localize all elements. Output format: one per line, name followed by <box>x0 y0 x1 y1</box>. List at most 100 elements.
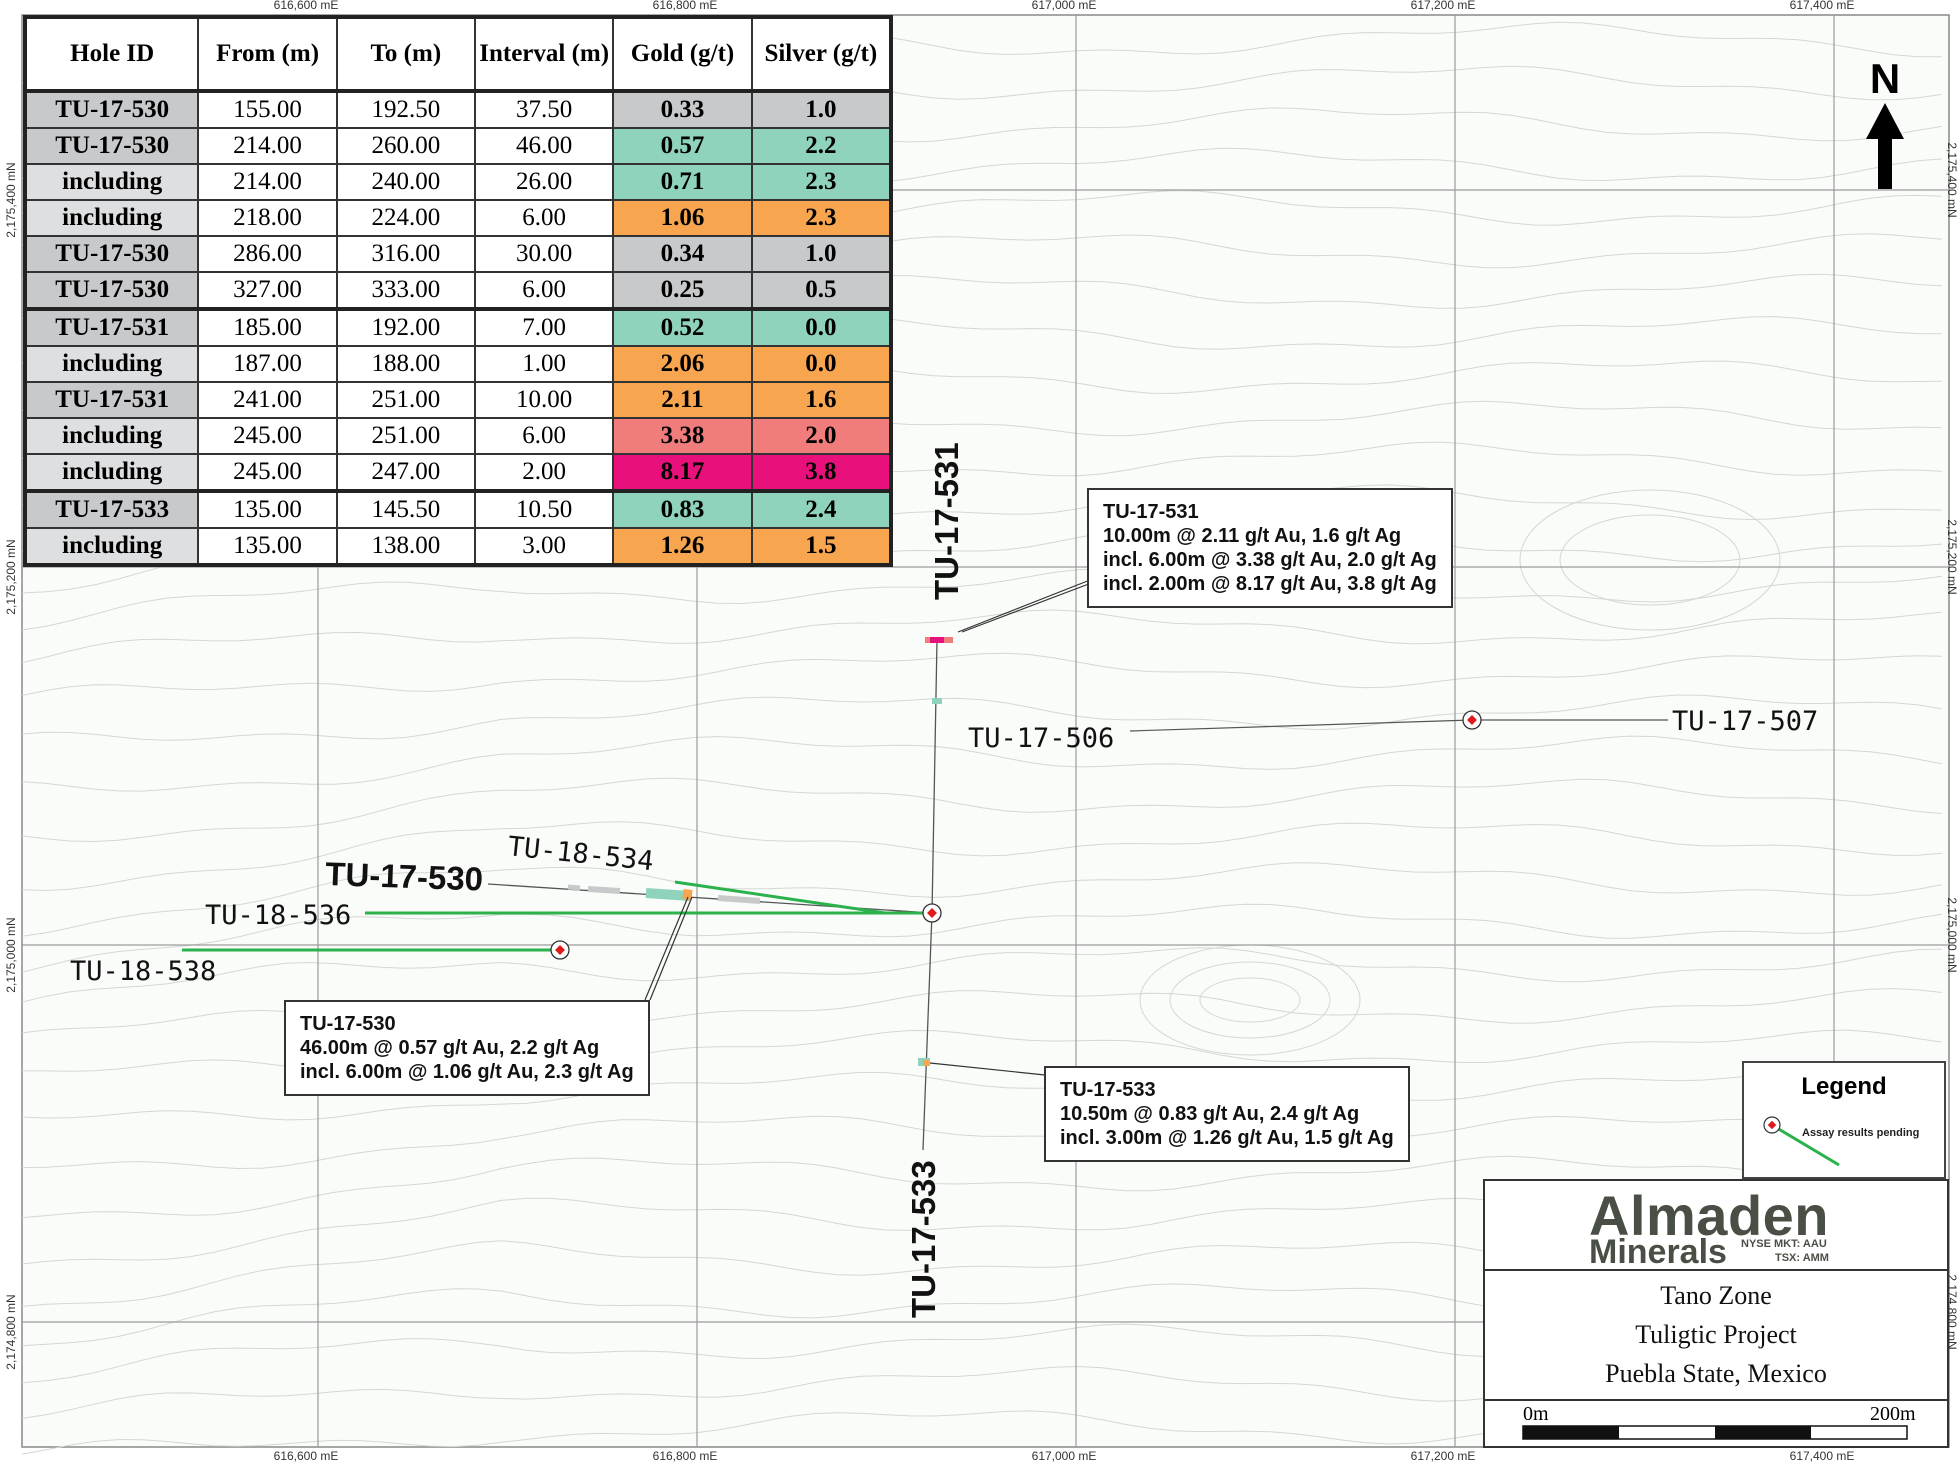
hole-label-tu-17-530[interactable]: TU-17-530 <box>325 855 484 897</box>
cell-from: 245.00 <box>197 453 338 492</box>
collar-markers <box>550 710 1482 960</box>
hole-label-tu-18-538[interactable]: TU-18-538 <box>70 956 216 987</box>
cell-interval: 10.50 <box>474 489 615 529</box>
cell-silver: 1.6 <box>750 381 893 419</box>
callout-line: incl. 6.00m @ 1.06 g/t Au, 2.3 g/t Ag <box>300 1061 634 1083</box>
column-header-silver: Silver (g/t) <box>750 16 893 92</box>
table-row: TU-17-530 214.00 260.00 46.00 0.57 2.2 <box>23 127 893 165</box>
cell-silver: 2.3 <box>750 199 893 237</box>
callout-tu-17-533: TU-17-533 10.50m @ 0.83 g/t Au, 2.4 g/t … <box>1044 1066 1410 1162</box>
table-row: TU-17-530 327.00 333.00 6.00 0.25 0.5 <box>23 271 893 310</box>
callout-title: TU-17-533 <box>1060 1079 1156 1101</box>
trace-tu-18-534 <box>674 880 886 915</box>
scale-end-label: 200m <box>1870 1403 1916 1425</box>
drill-traces <box>182 579 1668 1151</box>
trace-tu-17-506 <box>1129 719 1473 732</box>
cell-hole-id: TU-17-530 <box>23 89 200 129</box>
northing-label-left: 2,175,000 mN <box>4 917 18 992</box>
cell-from: 187.00 <box>197 345 338 383</box>
trace-tu-17-533 <box>922 912 933 1151</box>
interval-marker <box>932 698 942 704</box>
table-row: including 187.00 188.00 1.00 2.06 0.0 <box>23 345 893 383</box>
cell-interval: 2.00 <box>474 453 615 492</box>
logo-wordmark: Almaden <box>1589 1184 1829 1247</box>
cell-from: 185.00 <box>197 307 338 347</box>
easting-label-top: 617,400 mE <box>1790 0 1855 12</box>
cell-hole-id: including <box>23 199 200 237</box>
collar-icon <box>550 940 570 960</box>
callout-line: incl. 6.00m @ 3.38 g/t Au, 2.0 g/t Ag <box>1103 549 1437 571</box>
cell-silver: 0.0 <box>750 345 893 383</box>
cell-to: 260.00 <box>335 127 477 165</box>
cell-hole-id: TU-17-531 <box>23 381 200 419</box>
cell-gold: 3.38 <box>612 417 753 455</box>
northing-label-left: 2,175,200 mN <box>4 539 18 614</box>
interval-marker <box>645 888 691 901</box>
cell-from: 286.00 <box>197 235 338 273</box>
cell-interval: 26.00 <box>474 163 615 201</box>
table-row: TU-17-531 185.00 192.00 7.00 0.52 0.0 <box>23 307 893 347</box>
table-header-row: Hole ID From (m) To (m) Interval (m) Gol… <box>23 16 893 92</box>
easting-label-top: 617,000 mE <box>1032 0 1097 12</box>
cell-interval: 1.00 <box>474 345 615 383</box>
interval-marker <box>682 889 693 900</box>
cell-interval: 46.00 <box>474 127 615 165</box>
hole-label-tu-17-533[interactable]: TU-17-533 <box>905 1160 942 1318</box>
northing-label-right: 2,175,400 mN <box>1945 142 1958 217</box>
interval-marker <box>567 884 581 891</box>
callout-leader <box>649 896 693 1001</box>
cell-gold: 0.33 <box>612 89 753 129</box>
cell-to: 240.00 <box>335 163 477 201</box>
hole-label-tu-18-536[interactable]: TU-18-536 <box>205 900 351 931</box>
scale-bar-graphic <box>1522 1425 1908 1440</box>
interval-marker <box>717 895 761 904</box>
cell-to: 251.00 <box>335 381 477 419</box>
hole-label-tu-17-531[interactable]: TU-17-531 <box>928 442 965 600</box>
callout-leader <box>929 1062 1046 1076</box>
cell-to: 224.00 <box>335 199 477 237</box>
cell-from: 155.00 <box>197 89 338 129</box>
cell-gold: 0.52 <box>612 307 753 347</box>
cell-to: 188.00 <box>335 345 477 383</box>
cell-interval: 10.00 <box>474 381 615 419</box>
north-arrow-icon <box>1866 103 1904 189</box>
interval-marker <box>923 1060 929 1066</box>
hole-label-tu-17-506[interactable]: TU-17-506 <box>968 723 1114 754</box>
cell-gold: 0.71 <box>612 163 753 201</box>
cell-from: 214.00 <box>197 127 338 165</box>
cell-gold: 0.25 <box>612 271 753 310</box>
callout-tu-17-531: TU-17-531 10.00m @ 2.11 g/t Au, 1.6 g/t … <box>1087 488 1453 608</box>
cell-hole-id: including <box>23 345 200 383</box>
cell-from: 135.00 <box>197 489 338 529</box>
map-title-location: Puebla State, Mexico <box>1605 1359 1827 1388</box>
cell-silver: 3.8 <box>750 453 893 492</box>
cell-hole-id: including <box>23 417 200 455</box>
cell-to: 138.00 <box>335 527 477 566</box>
table-row: TU-17-530 286.00 316.00 30.00 0.34 1.0 <box>23 235 893 273</box>
callout-line: incl. 3.00m @ 1.26 g/t Au, 1.5 g/t Ag <box>1060 1127 1394 1149</box>
cell-hole-id: TU-17-531 <box>23 307 200 347</box>
callout-line: incl. 2.00m @ 8.17 g/t Au, 3.8 g/t Ag <box>1103 573 1437 595</box>
cell-from: 245.00 <box>197 417 338 455</box>
easting-label-top: 617,200 mE <box>1411 0 1476 12</box>
cell-gold: 0.34 <box>612 235 753 273</box>
legend-trace-icon <box>1771 1123 1840 1167</box>
legend-symbol <box>1763 1116 1840 1167</box>
cell-gold: 0.57 <box>612 127 753 165</box>
cell-gold: 0.83 <box>612 489 753 529</box>
hole-label-tu-17-507[interactable]: TU-17-507 <box>1672 706 1818 737</box>
cell-gold: 2.06 <box>612 345 753 383</box>
column-header-from: From (m) <box>197 16 338 92</box>
map-title-project: Tuligtic Project <box>1635 1320 1797 1349</box>
cell-silver: 2.2 <box>750 127 893 165</box>
cell-from: 241.00 <box>197 381 338 419</box>
legend-box: Legend Assay results pending <box>1742 1061 1946 1179</box>
northing-label-right: 2,175,200 mN <box>1945 519 1958 594</box>
easting-label-top: 616,600 mE <box>274 0 339 12</box>
cell-silver: 2.3 <box>750 163 893 201</box>
column-header-gold: Gold (g/t) <box>612 16 753 92</box>
column-header-interval: Interval (m) <box>474 16 615 92</box>
cell-hole-id: TU-17-530 <box>23 127 200 165</box>
callout-tu-17-530: TU-17-530 46.00m @ 0.57 g/t Au, 2.2 g/t … <box>284 1000 650 1096</box>
cell-gold: 1.06 <box>612 199 753 237</box>
